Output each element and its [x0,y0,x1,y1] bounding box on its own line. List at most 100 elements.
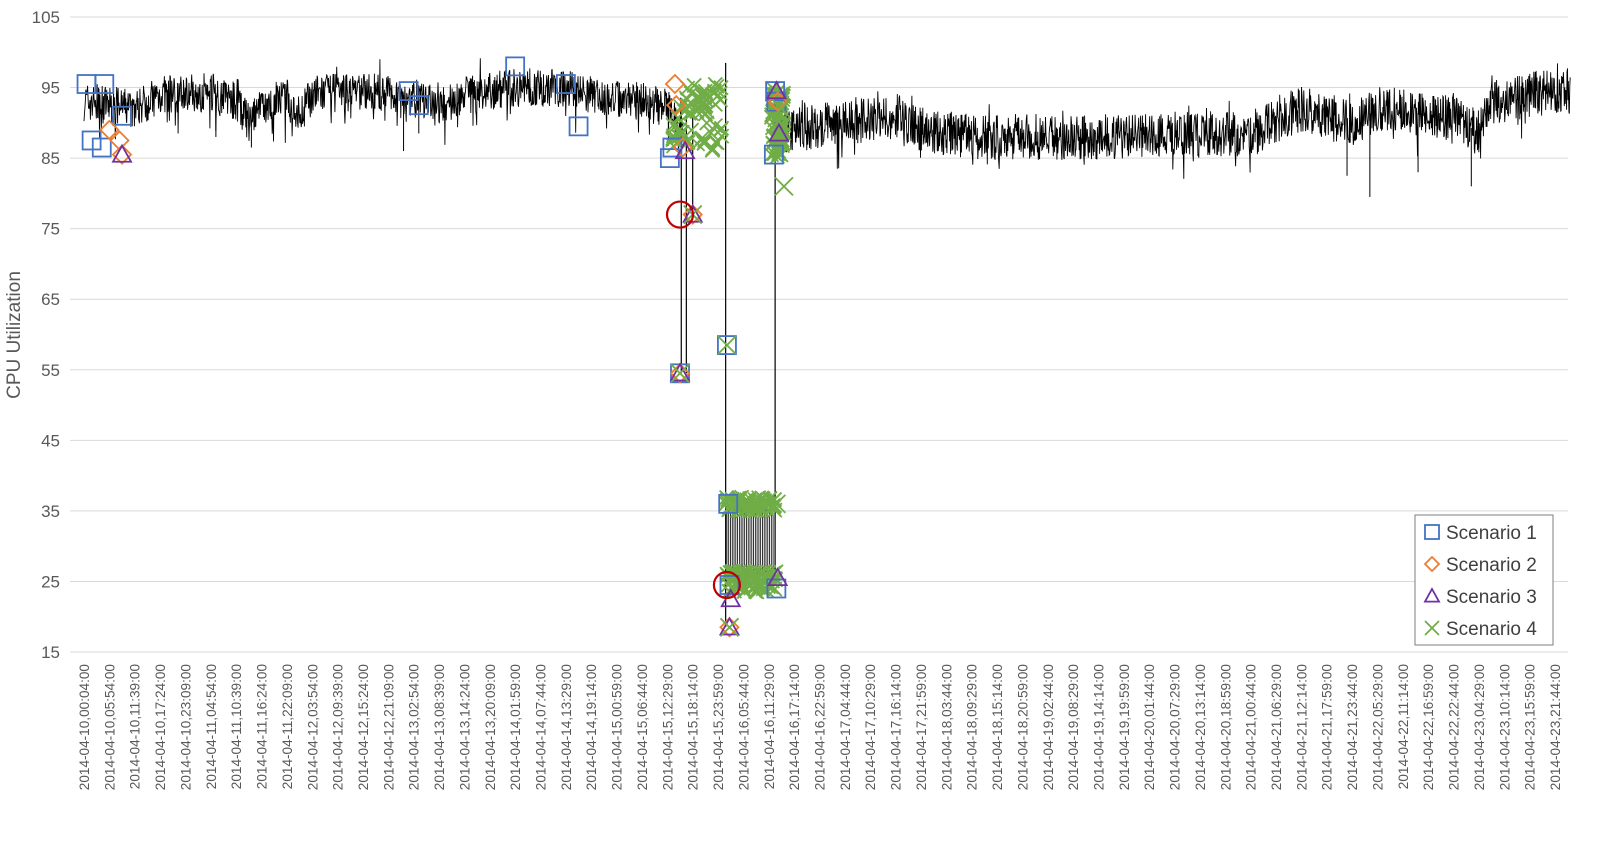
x-tick-label: 2014-04-16,05:44:00 [736,664,751,791]
x-marker-stroke [706,83,723,99]
x-marker-stroke [707,76,723,93]
x-marker-stroke [714,128,730,144]
x-marker-stroke [670,363,690,383]
x-tick-labels: 2014-04-10,00:04:00 2014-04-10,05:54:00 20… [77,664,1563,791]
highlight-circle [665,200,695,229]
x-tick-label: 2014-04-10,17:24:00 [153,664,168,791]
cluster-marker [683,122,700,138]
cluster-marker [713,120,730,136]
x-tick-label: 2014-04-12,21:09:00 [381,664,396,791]
x-tick-label: 2014-04-19,14:14:00 [1091,664,1106,791]
cluster-marker [720,577,736,593]
x-marker-stroke [771,99,792,119]
x-tick-label: 2014-04-13,02:54:00 [407,664,422,791]
x-marker-stroke [718,489,735,506]
diamond-marker [111,144,133,165]
x-tick-label: 2014-04-20,07:29:00 [1168,664,1183,791]
scenario-4-dense-cluster-1 [665,76,730,158]
square-marker [765,81,786,101]
x-tick-label: 2014-04-10,11:39:00 [128,664,143,790]
x-tick-label: 2014-04-11,16:24:00 [255,664,270,790]
diamond-marker [99,119,120,141]
x-marker-stroke [704,142,721,158]
x-marker-stroke [703,125,719,141]
y-axis-label: CPU Utilization [4,271,25,399]
square-marker [766,578,787,599]
x-marker [717,335,737,355]
legend-x-icon [1424,620,1440,636]
x-marker-stroke [719,494,735,510]
x-marker-stroke [763,109,780,125]
cluster-marker [712,92,729,108]
square-marker [763,144,784,165]
x-tick-label: 2014-04-14,13:29:00 [559,664,574,791]
x-tick-label: 2014-04-23,04:29:00 [1472,664,1487,791]
x-marker-stroke [774,119,791,135]
x-marker-stroke [744,571,761,588]
x-tick-label: 2014-04-14,01:59:00 [508,664,523,791]
x-marker-stroke [712,92,729,108]
series-scenario-2 [99,73,788,638]
x-tick-label: 2014-04-19,19:59:00 [1117,664,1132,791]
scenario-markers [76,56,794,638]
x-marker-stroke [681,105,697,121]
x-tick-label: 2014-04-11,04:54:00 [204,664,219,790]
series-scenario-4 [670,99,794,637]
x-tick-label: 2014-04-22,16:59:00 [1421,664,1436,791]
cluster-marker [695,84,711,100]
square-marker [112,105,132,126]
x-tick-label: 2014-04-22,11:14:00 [1396,664,1411,790]
x-tick-label: 2014-04-15,23:59:00 [711,664,726,791]
x-tick-label: 2014-04-19,02:44:00 [1041,664,1056,791]
cluster-marker [758,500,774,516]
x-tick-label: 2014-04-11,10:39:00 [229,664,244,790]
cluster-marker [706,83,723,99]
x-marker-stroke [690,91,707,107]
scenario-4-low-cluster [719,563,784,600]
x-marker-stroke [733,573,749,589]
square-marker [408,95,429,116]
x-tick-label: 2014-04-21,12:14:00 [1294,664,1309,791]
x-tick-label: 2014-04-18,20:59:00 [1015,664,1030,791]
x-marker-stroke [738,572,755,588]
cluster-marker [746,566,763,582]
x-tick-label: 2014-04-17,21:59:00 [914,664,929,791]
x-tick-label: 2014-04-17,10:29:00 [863,664,878,791]
legend-diamond-icon [1423,555,1441,573]
triangle-marker [767,567,789,587]
x-marker-stroke [683,105,699,122]
y-tick-35: 35 [41,502,60,521]
highlight-circle [712,570,742,600]
x-tick-label: 2014-04-15,12:29:00 [660,664,675,791]
series-scenario-3 [111,80,790,636]
x-marker-stroke [766,494,787,514]
x-tick-label: 2014-04-15,00:59:00 [610,664,625,791]
x-tick-label: 2014-04-13,08:39:00 [432,664,447,791]
y-tick-45: 45 [41,431,60,450]
x-marker [774,176,794,196]
square-marker [555,74,576,94]
x-marker-stroke [737,493,753,509]
cluster-marker [774,119,791,135]
x-tick-label: 2014-04-17,04:44:00 [838,664,853,791]
x-marker-stroke [758,500,774,516]
x-marker-stroke [750,579,767,596]
cpu-line-segment-1 [83,58,683,156]
x-tick-label: 2014-04-23,15:59:00 [1523,664,1538,791]
cluster-marker [703,125,719,141]
triangle-marker [674,140,696,160]
x-tick-label: 2014-04-12,03:54:00 [305,664,320,791]
cluster-marker [680,134,696,151]
x-marker [771,99,792,119]
diamond-marker [719,617,740,638]
x-tick-label: 2014-04-15,18:14:00 [686,664,701,791]
cluster-marker [697,99,713,116]
x-tick-label: 2014-04-13,14:24:00 [457,664,472,791]
x-marker-stroke [767,502,783,518]
x-tick-label: 2014-04-16,22:59:00 [813,664,828,791]
x-marker-stroke [754,502,770,518]
x-marker-stroke [758,569,775,585]
cluster-marker [668,117,684,133]
x-tick-label: 2014-04-22,22:44:00 [1447,664,1462,791]
x-tick-label: 2014-04-23,21:44:00 [1548,664,1563,791]
